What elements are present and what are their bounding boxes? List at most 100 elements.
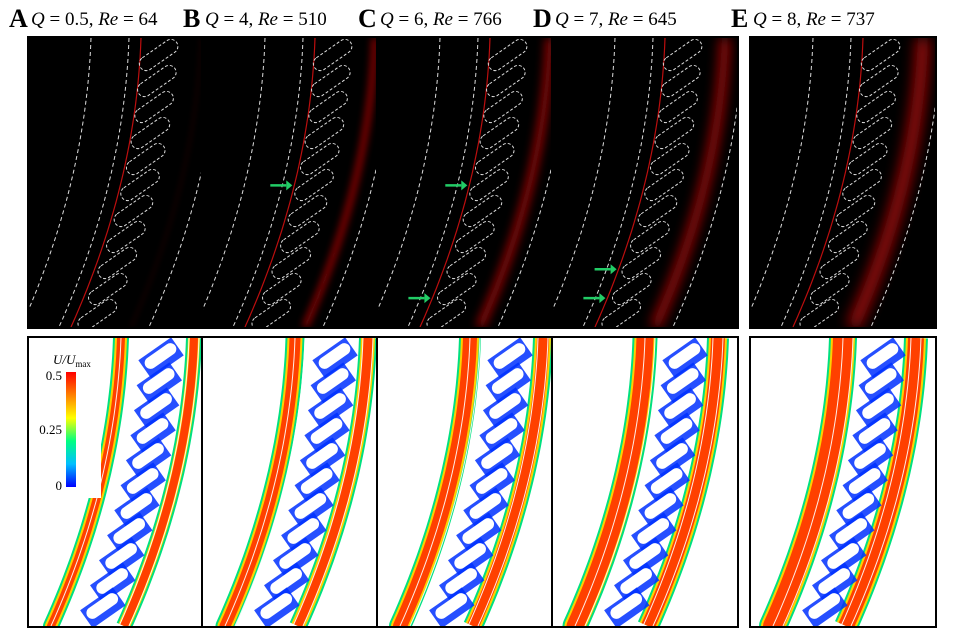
dye-image bbox=[29, 38, 213, 327]
pillar bbox=[96, 568, 128, 594]
pillar-outline bbox=[483, 90, 523, 124]
dye-image bbox=[203, 38, 387, 327]
pillar bbox=[469, 493, 502, 519]
pillar-outline bbox=[810, 272, 850, 306]
pillar-outline bbox=[287, 194, 328, 228]
pillar bbox=[105, 543, 137, 569]
velocity-field-panel bbox=[201, 336, 389, 628]
pillar bbox=[656, 443, 688, 469]
dye-streak bbox=[476, 38, 554, 327]
pillar-outline bbox=[113, 194, 154, 228]
pillar bbox=[491, 368, 524, 394]
pillar-outline bbox=[828, 220, 868, 254]
re-value: 64 bbox=[138, 9, 158, 30]
pillar-outline bbox=[462, 194, 503, 228]
pillar bbox=[435, 593, 468, 619]
pillar bbox=[454, 543, 486, 569]
pillar-outline bbox=[262, 272, 302, 306]
q-symbol: Q bbox=[753, 9, 767, 30]
panel-letter: E bbox=[731, 4, 749, 33]
pillar bbox=[808, 593, 841, 619]
colorbar-tick-label: 0 bbox=[56, 478, 63, 493]
pillar-outline bbox=[77, 298, 118, 327]
pillar-outline bbox=[835, 194, 876, 228]
dye-visualization-panel bbox=[749, 36, 937, 329]
pillar-outline bbox=[630, 220, 670, 254]
pillar bbox=[142, 368, 175, 394]
dye-image bbox=[751, 38, 935, 327]
pillar bbox=[300, 468, 333, 494]
pillar bbox=[835, 518, 868, 544]
q-value: 6 bbox=[413, 9, 424, 30]
green-arrow-icon bbox=[408, 293, 431, 304]
pillar bbox=[270, 568, 302, 594]
panel-condition: Q = 4, Re = 510 bbox=[205, 9, 327, 30]
pillar bbox=[485, 418, 518, 444]
pillar bbox=[136, 418, 169, 444]
panel-condition: Q = 0.5, Re = 64 bbox=[31, 9, 158, 30]
dye-streak bbox=[130, 38, 202, 327]
re-symbol: Re bbox=[98, 9, 119, 30]
pillar-outline bbox=[654, 116, 695, 150]
pillar bbox=[113, 518, 146, 544]
re-value: 737 bbox=[846, 9, 875, 30]
panel-condition: Q = 8, Re = 737 bbox=[753, 9, 875, 30]
dye-visualization-panel bbox=[201, 36, 389, 329]
pillar bbox=[86, 593, 119, 619]
pillar-outline bbox=[859, 64, 899, 98]
pillar-outline bbox=[125, 142, 166, 176]
pillar bbox=[862, 393, 894, 419]
pillar-outline bbox=[455, 220, 495, 254]
velocity-field-panel: U/Umax 0.5 0.25 0 bbox=[27, 336, 215, 628]
pillar bbox=[644, 493, 677, 519]
pillar-outline bbox=[621, 246, 662, 280]
dye-visualization-panel bbox=[376, 36, 564, 329]
pillar-outline bbox=[847, 142, 888, 176]
pillar bbox=[842, 493, 875, 519]
pillar bbox=[827, 543, 859, 569]
panel-condition: Q = 6, Re = 766 bbox=[380, 9, 502, 30]
pillar-outline bbox=[138, 38, 179, 72]
velocity-contour-image bbox=[759, 338, 928, 626]
pillar-outline bbox=[852, 116, 893, 150]
panel-letter: C bbox=[358, 4, 377, 33]
pillar bbox=[462, 518, 495, 544]
pillar bbox=[140, 393, 172, 419]
pillar bbox=[848, 468, 881, 494]
pillar bbox=[858, 418, 891, 444]
colorbar-tick-label: 0.5 bbox=[46, 368, 62, 383]
q-value: 8 bbox=[786, 9, 797, 30]
dye-streak bbox=[302, 38, 378, 327]
pillar bbox=[489, 393, 521, 419]
pillar-outline bbox=[474, 142, 515, 176]
green-arrow-icon bbox=[594, 264, 617, 275]
pillar-outline bbox=[426, 298, 467, 327]
pillar-outline bbox=[299, 142, 340, 176]
pillar bbox=[818, 568, 850, 594]
pillar-outline bbox=[658, 90, 698, 124]
dye-streak bbox=[650, 38, 730, 327]
pillar bbox=[854, 443, 886, 469]
pillar-outline bbox=[312, 38, 353, 72]
green-arrow-icon bbox=[445, 180, 468, 191]
pillar-outline bbox=[469, 168, 509, 202]
pillar-outline bbox=[479, 116, 520, 150]
re-symbol: Re bbox=[805, 9, 826, 30]
velocity-contour-image bbox=[215, 338, 377, 626]
q-symbol: Q bbox=[380, 9, 394, 30]
pillar bbox=[610, 593, 643, 619]
panel-letter: B bbox=[183, 4, 201, 33]
pillar bbox=[294, 493, 327, 519]
pillar-outline bbox=[271, 246, 312, 280]
pillar bbox=[664, 393, 696, 419]
pillar bbox=[864, 368, 897, 394]
pillar-outline bbox=[661, 64, 701, 98]
dye-image bbox=[378, 38, 562, 327]
pillar-outline bbox=[649, 142, 690, 176]
pillar-outline bbox=[437, 272, 477, 306]
pillar bbox=[306, 443, 338, 469]
